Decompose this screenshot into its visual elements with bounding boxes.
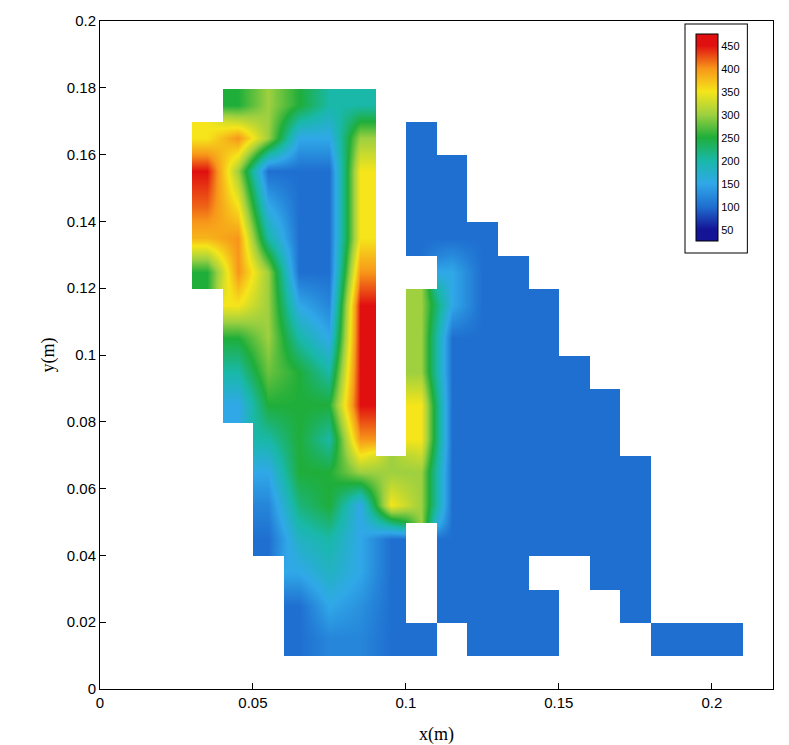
svg-text:150: 150 <box>721 178 739 190</box>
svg-text:x(m): x(m) <box>419 724 454 745</box>
svg-text:0: 0 <box>88 680 96 697</box>
svg-text:0.14: 0.14 <box>67 213 96 230</box>
svg-text:400: 400 <box>721 63 739 75</box>
svg-text:0.08: 0.08 <box>67 413 96 430</box>
svg-text:0.15: 0.15 <box>544 694 573 711</box>
svg-text:0.05: 0.05 <box>238 694 267 711</box>
svg-text:0.02: 0.02 <box>67 613 96 630</box>
svg-text:0.06: 0.06 <box>67 480 96 497</box>
svg-text:0.12: 0.12 <box>67 279 96 296</box>
svg-text:0.18: 0.18 <box>67 79 96 96</box>
svg-text:0.2: 0.2 <box>75 12 96 29</box>
svg-text:200: 200 <box>721 155 739 167</box>
svg-text:0.1: 0.1 <box>75 346 96 363</box>
svg-text:350: 350 <box>721 86 739 98</box>
svg-text:0.04: 0.04 <box>67 547 96 564</box>
svg-text:50: 50 <box>721 224 733 236</box>
svg-text:250: 250 <box>721 132 739 144</box>
svg-text:0: 0 <box>96 694 104 711</box>
svg-text:100: 100 <box>721 201 739 213</box>
svg-text:450: 450 <box>721 40 739 52</box>
svg-text:0.16: 0.16 <box>67 146 96 163</box>
svg-text:0.2: 0.2 <box>701 694 722 711</box>
svg-text:0.1: 0.1 <box>395 694 416 711</box>
svg-text:y(m): y(m) <box>38 338 59 373</box>
svg-text:300: 300 <box>721 109 739 121</box>
